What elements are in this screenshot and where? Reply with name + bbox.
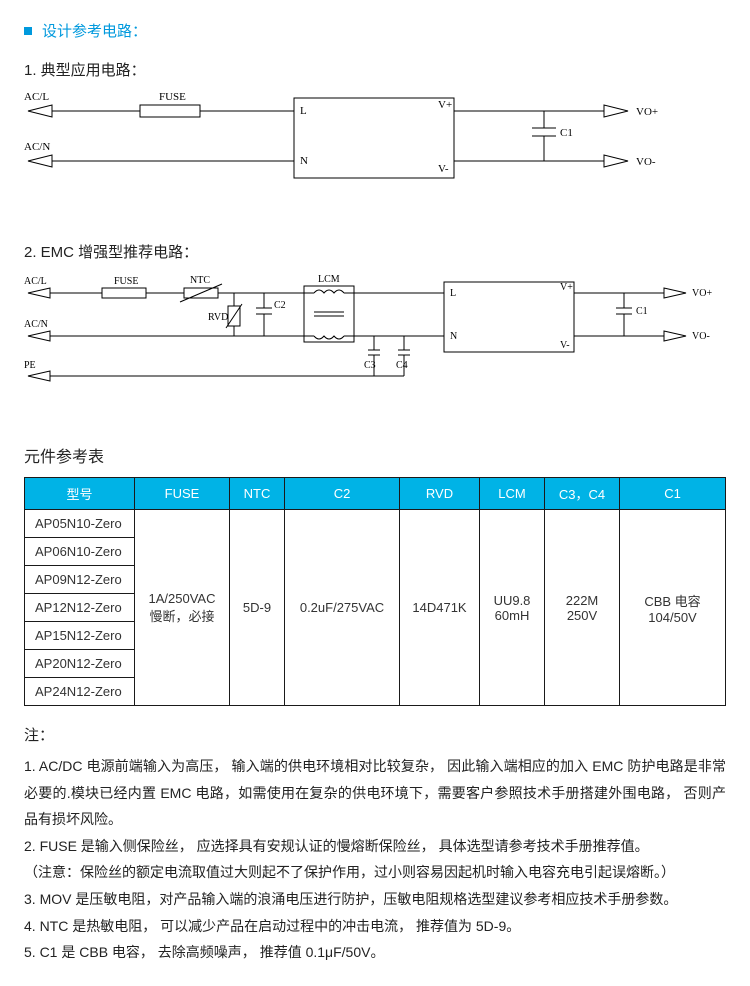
section-header: 设计参考电路：	[24, 20, 726, 41]
svg-text:AC/N: AC/N	[24, 141, 50, 153]
svg-text:AC/L: AC/L	[24, 276, 47, 287]
svg-text:NTC: NTC	[190, 275, 210, 286]
svg-text:V-: V-	[560, 340, 570, 351]
svg-text:C4: C4	[396, 360, 408, 371]
svg-text:AC/L: AC/L	[24, 91, 49, 103]
svg-text:VO-: VO-	[692, 331, 710, 342]
th-c2: C2	[285, 478, 400, 510]
svg-text:L: L	[450, 288, 456, 299]
svg-text:C2: C2	[274, 300, 286, 311]
cell-ntc: 5D-9	[230, 510, 285, 706]
cell-c1: CBB 电容 104/50V	[620, 510, 726, 706]
cell-c3c4: 222M 250V	[545, 510, 620, 706]
cell-model: AP09N12-Zero	[25, 566, 135, 594]
note-1: 1. AC/DC 电源前端输入为高压， 输入端的供电环境相对比较复杂， 因此输入…	[24, 753, 726, 833]
notes-block: 1. AC/DC 电源前端输入为高压， 输入端的供电环境相对比较复杂， 因此输入…	[24, 753, 726, 966]
note-4: 4. NTC 是热敏电阻， 可以减少产品在启动过程中的冲击电流， 推荐值为 5D…	[24, 913, 726, 940]
svg-text:VO+: VO+	[692, 288, 712, 299]
svg-text:C1: C1	[560, 127, 573, 139]
svg-text:FUSE: FUSE	[159, 91, 186, 103]
svg-text:L: L	[300, 105, 307, 117]
svg-text:V+: V+	[438, 99, 452, 111]
svg-text:AC/N: AC/N	[24, 319, 48, 330]
svg-text:LCM: LCM	[318, 274, 340, 285]
cell-model: AP06N10-Zero	[25, 538, 135, 566]
cell-rvd: 14D471K	[400, 510, 480, 706]
diagram-emc: AC/L AC/N PE FUSE NTC RVD C2 LCM C3 C4 L…	[24, 272, 726, 425]
svg-text:C1: C1	[636, 306, 648, 317]
th-model: 型号	[25, 478, 135, 510]
svg-text:N: N	[450, 331, 457, 342]
notes-title: 注：	[24, 724, 726, 745]
table-title: 元件参考表	[24, 443, 726, 467]
cell-fuse: 1A/250VAC 慢断，必接	[135, 510, 230, 706]
component-table: 型号 FUSE NTC C2 RVD LCM C3，C4 C1 AP05N10-…	[24, 477, 726, 706]
cell-model: AP12N12-Zero	[25, 594, 135, 622]
note-2b: （注意：保险丝的额定电流取值过大则起不了保护作用，过小则容易因起机时输入电容充电…	[24, 859, 726, 886]
th-c1: C1	[620, 478, 726, 510]
svg-text:VO-: VO-	[636, 156, 656, 168]
cell-model: AP15N12-Zero	[25, 622, 135, 650]
subhead-2: 2. EMC 增强型推荐电路：	[24, 241, 726, 262]
svg-text:C3: C3	[364, 360, 376, 371]
svg-text:V-: V-	[438, 163, 449, 175]
th-ntc: NTC	[230, 478, 285, 510]
note-5: 5. C1 是 CBB 电容， 去除高频噪声， 推荐值 0.1μF/50V。	[24, 939, 726, 966]
svg-text:N: N	[300, 155, 308, 167]
cell-c2: 0.2uF/275VAC	[285, 510, 400, 706]
cell-model: AP20N12-Zero	[25, 650, 135, 678]
th-fuse: FUSE	[135, 478, 230, 510]
note-3: 3. MOV 是压敏电阻，对产品输入端的浪涌电压进行防护，压敏电阻规格选型建议参…	[24, 886, 726, 913]
table-header-row: 型号 FUSE NTC C2 RVD LCM C3，C4 C1	[25, 478, 726, 510]
svg-text:VO+: VO+	[636, 106, 658, 118]
svg-text:FUSE: FUSE	[114, 276, 138, 287]
cell-model: AP05N10-Zero	[25, 510, 135, 538]
table-row: AP05N10-Zero 1A/250VAC 慢断，必接 5D-9 0.2uF/…	[25, 510, 726, 538]
svg-text:RVD: RVD	[208, 312, 228, 323]
th-lcm: LCM	[480, 478, 545, 510]
svg-text:PE: PE	[24, 360, 36, 371]
svg-text:V+: V+	[560, 282, 573, 293]
cell-lcm: UU9.8 60mH	[480, 510, 545, 706]
note-2: 2. FUSE 是输入侧保险丝， 应选择具有安规认证的慢熔断保险丝， 具体选型请…	[24, 833, 726, 860]
cell-model: AP24N12-Zero	[25, 678, 135, 706]
bullet-icon	[24, 27, 32, 35]
th-rvd: RVD	[400, 478, 480, 510]
section-title: 设计参考电路：	[42, 20, 147, 41]
th-c3c4: C3，C4	[545, 478, 620, 510]
diagram-typical: AC/L AC/N FUSE L N V+ V- C1 VO+ VO-	[24, 90, 726, 223]
subhead-1: 1. 典型应用电路：	[24, 59, 726, 80]
